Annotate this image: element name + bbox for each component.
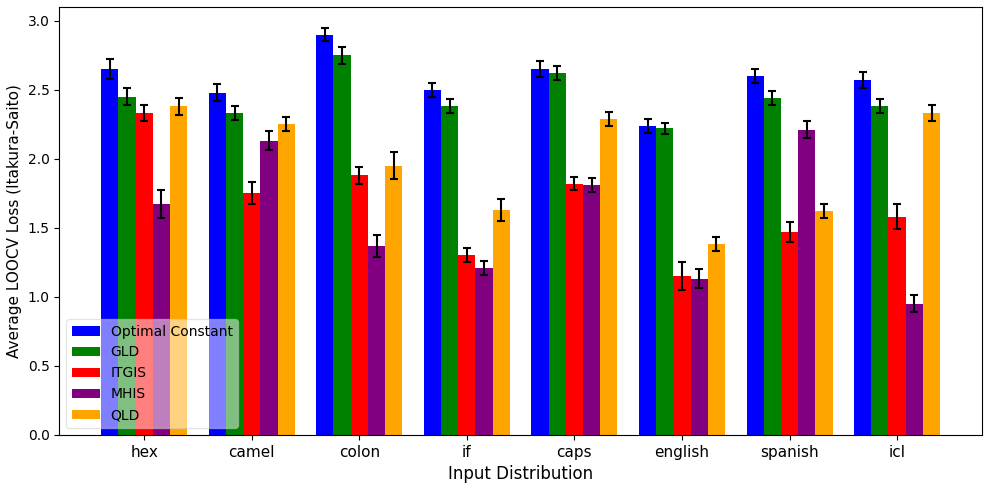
Bar	[119, 97, 135, 435]
Bar	[584, 185, 600, 435]
Bar	[225, 113, 243, 435]
Y-axis label: Average LOOCV Loss (Itakura-Saito): Average LOOCV Loss (Itakura-Saito)	[7, 84, 22, 358]
Bar	[243, 193, 260, 435]
Bar	[656, 128, 674, 435]
Legend: Optimal Constant, GLD, ITGIS, MHIS, QLD: Optimal Constant, GLD, ITGIS, MHIS, QLD	[66, 319, 238, 428]
Bar	[458, 255, 476, 435]
Bar	[923, 113, 941, 435]
Bar	[531, 69, 549, 435]
Bar	[815, 211, 833, 435]
Bar	[566, 184, 584, 435]
X-axis label: Input Distribution: Input Distribution	[448, 465, 593, 483]
Bar	[798, 130, 815, 435]
Bar	[209, 93, 225, 435]
Bar	[639, 125, 656, 435]
Bar	[170, 106, 187, 435]
Bar	[441, 106, 458, 435]
Bar	[278, 124, 295, 435]
Bar	[351, 175, 368, 435]
Bar	[476, 268, 493, 435]
Bar	[385, 166, 403, 435]
Bar	[549, 73, 566, 435]
Bar	[708, 245, 725, 435]
Bar	[764, 98, 781, 435]
Bar	[424, 90, 441, 435]
Bar	[600, 119, 617, 435]
Bar	[854, 80, 871, 435]
Bar	[333, 55, 351, 435]
Bar	[101, 69, 119, 435]
Bar	[747, 76, 764, 435]
Bar	[871, 106, 888, 435]
Bar	[368, 245, 385, 435]
Bar	[781, 232, 798, 435]
Bar	[152, 204, 170, 435]
Bar	[493, 210, 510, 435]
Bar	[906, 304, 923, 435]
Bar	[690, 279, 708, 435]
Bar	[260, 141, 278, 435]
Bar	[135, 113, 152, 435]
Bar	[316, 35, 333, 435]
Bar	[674, 276, 690, 435]
Bar	[888, 217, 906, 435]
